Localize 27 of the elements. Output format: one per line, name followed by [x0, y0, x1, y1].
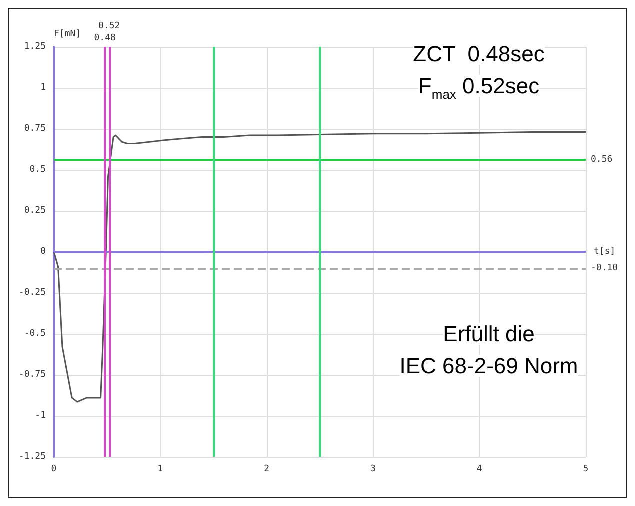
y-tick-label: -0.25: [18, 288, 46, 298]
y-tick-label: 0.25: [24, 206, 46, 216]
annotation: Erfüllt die: [443, 322, 535, 346]
x-tick-label: 0: [51, 464, 57, 474]
ref-line-label: 0.56: [591, 155, 613, 166]
ref-line-label: -0.10: [591, 263, 618, 274]
y-tick-label: 0.75: [24, 124, 46, 134]
y-tick-label: 0.5: [30, 165, 46, 175]
annotation: IEC 68-2-69 Norm: [400, 354, 578, 378]
x-tick-label: 1: [158, 464, 164, 474]
y-tick-label: 1.25: [24, 42, 46, 52]
line-series: [53, 132, 587, 403]
y-tick-label: -1: [35, 411, 46, 421]
x-tick-label: 4: [476, 464, 482, 474]
x-tick-label: 3: [370, 464, 376, 474]
y-tick-label: 0: [40, 247, 46, 257]
y-tick-label: 1: [40, 83, 46, 93]
x-axis-title: t[s]: [594, 247, 616, 257]
y-tick-label: -0.75: [18, 370, 46, 380]
y-axis-title: F[mN]: [54, 30, 82, 40]
x-tick-label: 2: [264, 464, 270, 474]
ref-line-label: 0.52: [98, 22, 120, 32]
ref-line-label: 0.48: [94, 34, 116, 44]
annotation: ZCT 0.48sec: [413, 42, 545, 66]
x-tick-label: 5: [583, 464, 589, 474]
y-tick-label: -1.25: [18, 452, 46, 462]
y-tick-label: -0.5: [24, 329, 46, 339]
